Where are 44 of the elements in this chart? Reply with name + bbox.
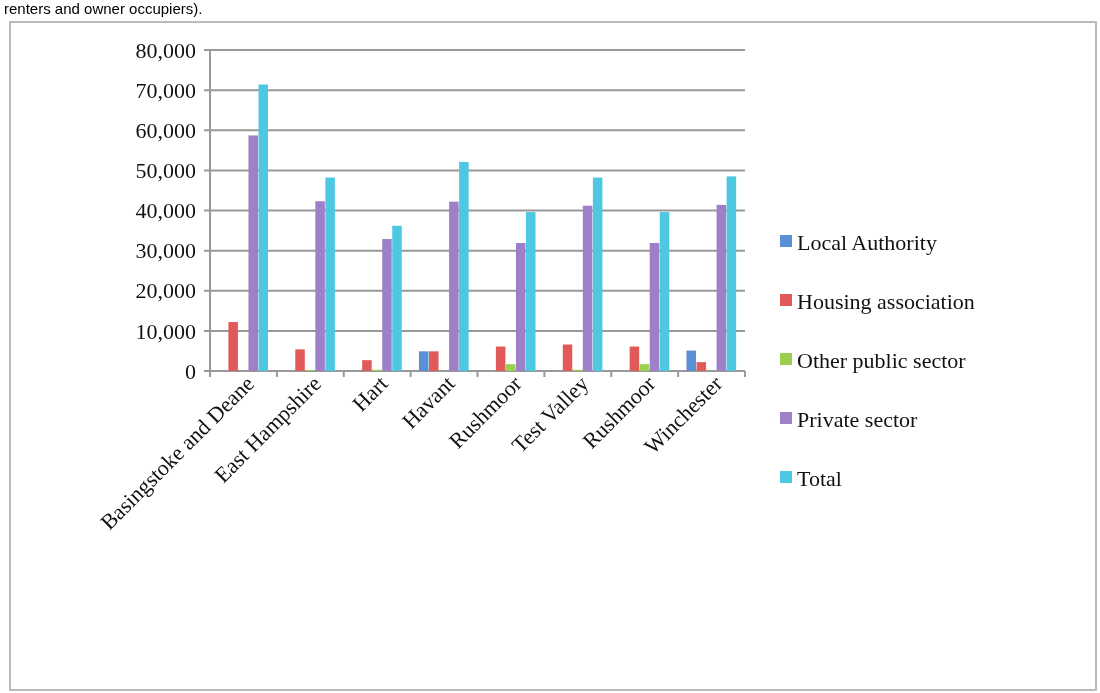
bar: [629, 346, 640, 371]
bar: [449, 201, 459, 371]
bar: [525, 212, 536, 371]
bar: [716, 204, 727, 371]
bar: [659, 212, 670, 371]
bar: [315, 201, 325, 371]
y-tick-label: 60,000: [135, 117, 196, 143]
bar: [248, 135, 258, 371]
y-tick-label: 30,000: [135, 238, 196, 264]
x-tick-label: Hart: [347, 370, 393, 417]
y-tick-label: 20,000: [135, 278, 196, 304]
text: renters and owner occupiers).: [4, 0, 203, 17]
y-tick-label: 70,000: [135, 77, 196, 103]
bar: [562, 344, 573, 371]
bar: [325, 177, 335, 371]
bar: [495, 346, 506, 371]
y-tick-label: 0: [185, 358, 196, 384]
bar: [505, 364, 516, 371]
y-tick-label: 10,000: [135, 318, 196, 344]
bar: [459, 161, 469, 371]
bar: [418, 351, 429, 371]
legend-label: Private sector: [797, 406, 919, 432]
bar: [515, 243, 526, 371]
bar: [228, 322, 238, 371]
bar: [649, 243, 660, 371]
bar: [258, 84, 269, 371]
bar: [429, 351, 439, 371]
legend-label: Other public sector: [797, 347, 967, 373]
legend-label: Local Authority: [797, 229, 937, 255]
legend-label: Total: [797, 465, 842, 491]
bar: [726, 176, 737, 371]
bar: [392, 225, 402, 371]
bar: [582, 205, 593, 371]
bar: [592, 177, 603, 371]
bar: [362, 360, 372, 371]
bar: [696, 362, 707, 371]
bar: [382, 238, 392, 371]
y-tick-label: 80,000: [135, 37, 196, 63]
bar: [639, 364, 650, 371]
bar: [295, 349, 305, 371]
y-tick-label: 40,000: [135, 198, 196, 224]
y-tick-label: 50,000: [135, 158, 196, 184]
legend-label: Housing association: [797, 288, 975, 314]
bar: [686, 350, 697, 371]
